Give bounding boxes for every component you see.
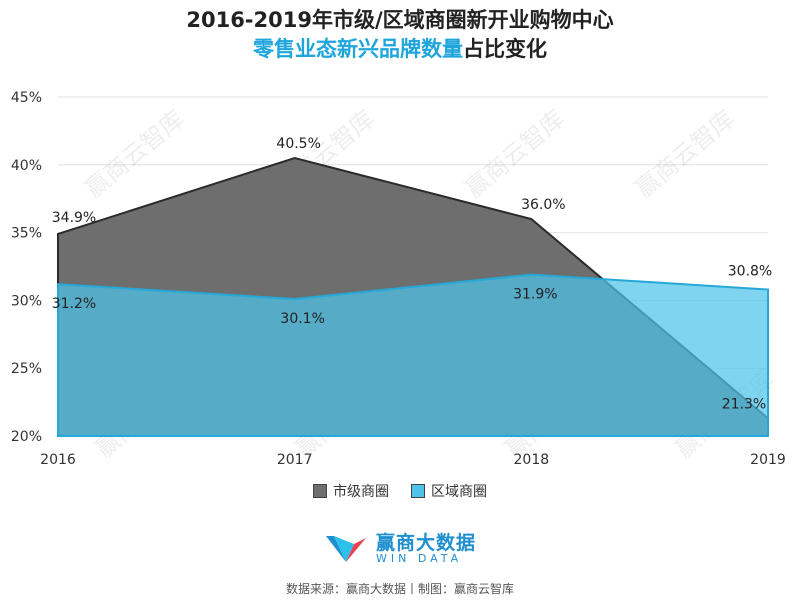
x-tick-label: 2016 [40,452,76,468]
series-areas [57,156,769,437]
legend-label-regional: 区域商圈 [431,484,487,500]
series-area-regional [57,273,769,437]
logo-text-cn: 赢商大数据 [375,531,476,554]
x-tick-label: 2017 [277,452,313,468]
x-tick-label: 2018 [514,452,550,468]
legend-item-city: 市级商圈 [313,481,389,501]
data-label: 30.1% [280,311,324,327]
y-axis-ticks: 20% 25% 30% 35% 40% 45% [11,90,42,445]
watermark-text: 赢商云智库 [460,105,570,204]
x-axis-ticks: 2016 2017 2018 2019 [40,452,786,468]
y-tick-label: 40% [11,158,42,174]
data-label: 30.8% [728,264,772,280]
y-tick-label: 20% [11,429,42,445]
data-label: 31.9% [513,287,557,303]
legend-swatch-regional [411,484,425,498]
x-tick-label: 2019 [750,452,786,468]
win-data-logo: 赢商大数据 WIN DATA [0,532,800,566]
data-label: 31.2% [52,296,96,312]
data-label: 21.3% [722,396,766,412]
area-chart: 赢商云智库赢商云智库赢商云智库赢商云智库赢商云智库赢商云智库赢商云智库赢商云智库… [11,90,786,468]
data-label: 36.0% [521,197,565,213]
y-tick-label: 35% [11,226,42,242]
watermark-text: 赢商云智库 [80,105,190,204]
chart-subtitle: 零售业态新兴品牌数量占比变化 [0,33,800,63]
data-label: 34.9% [52,210,96,226]
legend-label-city: 市级商圈 [333,484,389,500]
watermark-text: 赢商云智库 [630,105,740,204]
source-note: 数据来源：赢商大数据丨制图：赢商云智库 [285,582,514,596]
legend-swatch-city [313,484,327,498]
y-tick-label: 45% [11,90,42,106]
subtitle-highlight: 零售业态新兴品牌数量 [253,37,463,61]
y-tick-label: 25% [11,361,42,377]
data-label: 40.5% [276,136,320,152]
logo-text-en: WIN DATA [375,552,463,566]
legend-item-regional: 区域商圈 [411,481,487,501]
subtitle-rest: 占比变化 [463,37,547,61]
chart-title: 2016-2019年市级/区域商圈新开业购物中心 [186,8,614,32]
y-tick-label: 30% [11,293,42,309]
data-labels: 34.9% 40.5% 36.0% 21.3% 31.2% 30.1% 31.9% 30.8% [52,136,772,412]
logo-mark-icon [325,536,366,562]
legend: 市级商圈 区域商圈 [0,481,800,501]
